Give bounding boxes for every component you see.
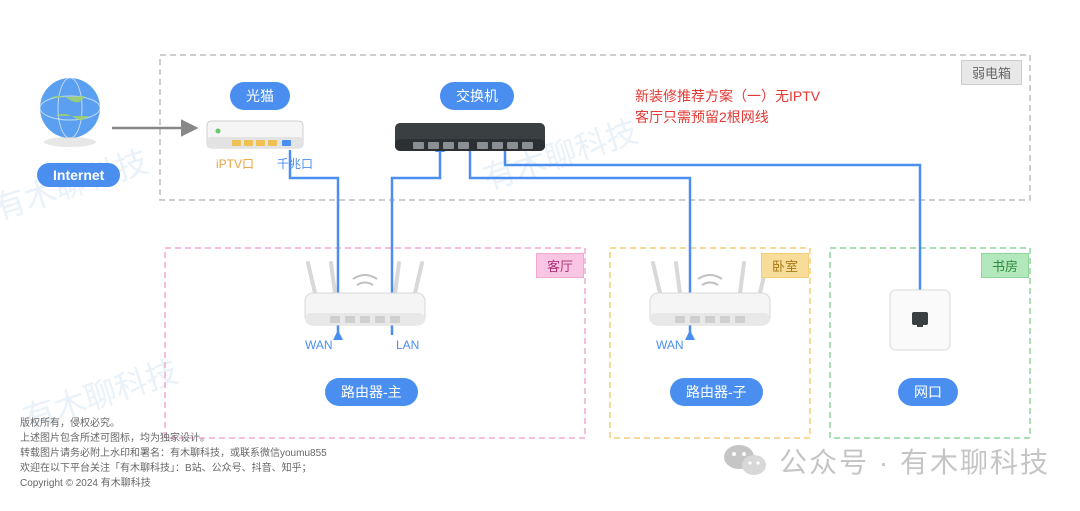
wan-label-sub: WAN	[656, 338, 684, 352]
wallport-icon	[890, 290, 950, 350]
arrowhead	[333, 330, 343, 340]
switch-icon	[395, 123, 545, 151]
switch-label: 交换机	[440, 82, 514, 110]
router-sub-label: 路由器-子	[670, 378, 763, 406]
arrowhead	[685, 330, 695, 340]
modem-icon	[207, 121, 303, 148]
copy-l5: Copyright © 2024 有木聊科技	[20, 476, 327, 491]
recommendation-note: 新装修推荐方案（一）无IPTV 客厅只需预留2根网线	[635, 86, 820, 128]
modem-label: 光猫	[230, 82, 290, 110]
wechat-text: 公众号 · 有木聊科技	[779, 441, 1050, 481]
note-line2: 客厅只需预留2根网线	[635, 107, 820, 128]
router-main-icon	[305, 263, 425, 325]
living-box	[165, 248, 585, 438]
copyright-block: 版权所有，侵权必究。 上述图片包含所述可图标，均为独家设计。 转载图片请务必附上…	[20, 416, 327, 491]
wechat-watermark: 公众号 · 有木聊科技	[723, 441, 1050, 481]
gigabit-port-label: 千兆口	[277, 155, 313, 172]
study-label: 书房	[981, 253, 1029, 278]
wan-label-main: WAN	[305, 338, 333, 352]
living-label: 客厅	[536, 253, 584, 278]
note-line1: 新装修推荐方案（一）无IPTV	[635, 86, 820, 107]
bedroom-label: 卧室	[761, 253, 809, 278]
router-sub-icon	[650, 263, 770, 325]
internet-globe-icon	[40, 78, 100, 147]
wallport-label: 网口	[898, 378, 958, 406]
copy-l1: 版权所有，侵权必究。	[20, 416, 327, 431]
copy-l3: 转载图片请务必附上水印和署名：有木聊科技，或联系微信youmu855	[20, 446, 327, 461]
weak-box-label: 弱电箱	[961, 60, 1022, 85]
router-main-label: 路由器-主	[325, 378, 418, 406]
internet-label: Internet	[37, 163, 120, 187]
iptv-port-label: iPTV口	[216, 155, 254, 172]
copy-l2: 上述图片包含所述可图标，均为独家设计。	[20, 431, 327, 446]
copy-l4: 欢迎在以下平台关注「有木聊科技」：B站、公众号、抖音、知乎；	[20, 461, 327, 476]
lan-label-main: LAN	[396, 338, 419, 352]
wechat-icon	[723, 441, 769, 481]
